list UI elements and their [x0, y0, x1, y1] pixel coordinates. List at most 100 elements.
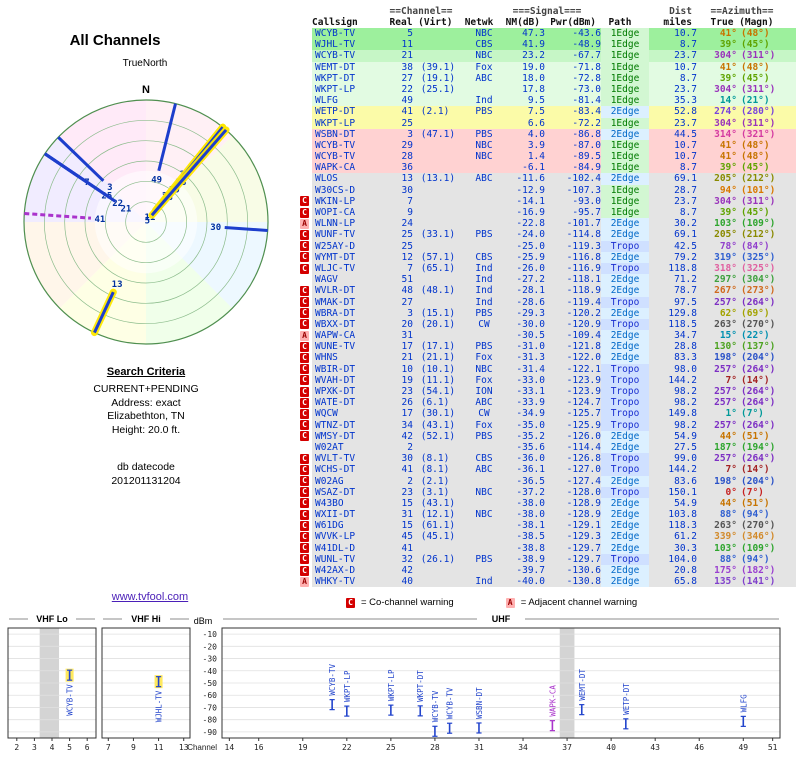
callsign-link[interactable]: W02AG [315, 475, 344, 487]
callsign-link[interactable]: WBXX-DT [315, 318, 356, 330]
callsign-link[interactable]: W61DG [315, 520, 344, 532]
table-row[interactable]: W30CS-D 30 -12.9 -107.3 1Edge 28.7 94° (101°) [300, 184, 796, 196]
table-row[interactable]: WAPK-CA 36 -6.1 -84.9 1Edge 8.7 39° (45°) [300, 162, 796, 174]
callsign-link[interactable]: WVAH-DT [315, 374, 356, 386]
callsign-link[interactable]: WVLR-DT [315, 285, 356, 297]
callsign-link[interactable]: WYMT-DT [315, 251, 356, 263]
table-row[interactable]: WETP-DT 41 (2.1) PBS 7.5 -83.4 2Edge 52.8 274° (… [300, 106, 796, 118]
callsign-link[interactable]: WJHL-TV [315, 39, 356, 51]
table-row[interactable]: C WMSY-DT 42 (52.1) PBS -35.2 -126.0 2Edge 54.9… [300, 430, 796, 442]
table-row[interactable]: A WLNN-LP 24 -22.8 -101.7 2Edge 30.2 103° (109°) [300, 218, 796, 230]
table-row[interactable]: C WBRA-DT 3 (15.1) PBS -29.3 -120.2 2Edge 129.8… [300, 307, 796, 319]
table-row[interactable]: C WBXX-DT 20 (20.1) CW -30.0 -120.9 Tropo 118.5… [300, 318, 796, 331]
callsign-link[interactable]: W41DL-D [315, 542, 356, 554]
table-row[interactable]: C WMAK-DT 27 Ind -28.6 -119.4 Tropo 97.5 257° (26… [300, 296, 796, 308]
table-row[interactable]: A WAPW-CA 31 -30.5 -109.4 2Edge 34.7 15° (22°) [300, 330, 796, 342]
table-row[interactable]: C WSAZ-DT 23 (3.1) NBC -37.2 -128.0 Tropo 150.1… [300, 486, 796, 498]
callsign-link[interactable]: WBIR-DT [315, 363, 356, 375]
table-row[interactable]: C WTNZ-DT 34 (43.1) Fox -35.0 -125.9 Tropo 98.2… [300, 419, 796, 431]
table-row[interactable]: C WUNL-TV 32 (26.1) PBS -38.9 -129.7 Tropo 104.… [300, 553, 796, 566]
callsign-link[interactable]: WUNF-TV [315, 229, 356, 241]
table-row[interactable]: C WPXK-DT 23 (54.1) ION -33.1 -123.9 Tropo 98.2… [300, 386, 796, 398]
table-row[interactable]: C W41DL-D 41 -38.8 -129.7 2Edge 30.3 103° (109°) [300, 542, 796, 554]
callsign-link[interactable]: WLNN-LP [315, 218, 356, 230]
callsign-link[interactable]: WMSY-DT [315, 430, 356, 442]
callsign-link[interactable]: WHKY-TV [315, 576, 356, 588]
table-row[interactable]: A WHKY-TV 40 Ind -40.0 -130.8 2Edge 65.8 135° (14… [300, 576, 796, 588]
callsign-link[interactable]: WTNZ-DT [315, 419, 356, 431]
callsign-link[interactable]: WOPI-CA [315, 207, 356, 218]
table-row[interactable]: C WYMT-DT 12 (57.1) CBS -25.9 -116.8 2Edge 79.2… [300, 251, 796, 263]
table-row[interactable]: C W43BO 15 (43.1) -38.0 -128.9 2Edge 54.9 44° (5… [300, 497, 796, 510]
callsign-link[interactable]: WAGV [315, 274, 338, 286]
table-row[interactable]: C WVVK-LP 45 (45.1) -38.5 -129.3 2Edge 61.2 339… [300, 531, 796, 543]
table-row[interactable]: C WVLR-DT 48 (48.1) Ind -28.1 -118.9 2Edge 78.7… [300, 285, 796, 297]
callsign-link[interactable]: WAPW-CA [315, 330, 356, 342]
callsign-link[interactable]: WVVK-LP [315, 531, 356, 543]
callsign-link[interactable]: W43BO [315, 497, 344, 509]
callsign-link[interactable]: WSBN-DT [315, 128, 356, 140]
callsign-link[interactable]: WMAK-DT [315, 296, 356, 308]
callsign-link[interactable]: WCYB-TV [315, 50, 356, 62]
table-row[interactable]: WKPT-LP 25 6.6 -72.2 1Edge 23.7 304° (311°) [300, 117, 796, 129]
table-row[interactable]: C WVLT-TV 30 (8.1) CBS -36.0 -126.8 Tropo 99.0 2… [300, 453, 796, 465]
table-row[interactable]: C WVAH-DT 19 (11.1) Fox -33.0 -123.9 Tropo 144.… [300, 374, 796, 387]
table-row[interactable]: WJHL-TV 11 CBS 41.9 -48.9 1Edge 8.7 39° (45°) [300, 39, 796, 51]
callsign-link[interactable]: WCYB-TV [315, 139, 356, 151]
callsign-link[interactable]: WXII-DT [315, 509, 356, 521]
callsign-link[interactable]: WKIN-LP [315, 195, 356, 207]
table-row[interactable]: WLOS 13 (13.1) ABC -11.6 -102.4 2Edge 69.1 205°… [300, 173, 796, 185]
callsign-link[interactable]: WHNS [315, 352, 338, 364]
table-row[interactable]: C WOPI-CA 9 -16.9 -95.7 1Edge 8.7 39° (45°) [300, 207, 796, 219]
table-row[interactable]: C WUNE-TV 17 (17.1) PBS -31.0 -121.8 2Edge 28.8… [300, 341, 796, 353]
table-row[interactable]: WCYB-TV 29 NBC 3.9 -87.0 1Edge 10.7 41° (48°) [300, 139, 796, 152]
table-row[interactable]: C WCHS-DT 41 (8.1) ABC -36.1 -127.0 Tropo 144.2… [300, 464, 796, 476]
callsign-link[interactable]: WLFG [315, 95, 338, 107]
table-row[interactable]: WCYB-TV 28 NBC 1.4 -89.5 1Edge 10.7 41° (48°) [300, 151, 796, 163]
callsign-link[interactable]: WCYB-TV [315, 28, 356, 39]
table-row[interactable]: WEMT-DT 38 (39.1) Fox 19.0 -71.8 1Edge 10.7 41°… [300, 61, 796, 73]
callsign-link[interactable]: WCYB-TV [315, 151, 356, 163]
table-row[interactable]: WCYB-TV 5 NBC 47.3 -43.6 1Edge 10.7 41° (48°) [300, 28, 796, 40]
table-row[interactable]: C W61DG 15 (61.1) -38.1 -129.1 2Edge 118.3 263°… [300, 520, 796, 532]
table-row[interactable]: C WHNS 21 (21.1) Fox -31.3 -122.0 2Edge 83.3 198… [300, 352, 796, 364]
callsign-link[interactable]: WETP-DT [315, 106, 356, 118]
callsign-link[interactable]: W02AT [315, 441, 344, 453]
callsign-link[interactable]: WUNL-TV [315, 553, 356, 565]
table-row[interactable]: C WKIN-LP 7 -14.1 -93.0 1Edge 23.7 304° (311°) [300, 195, 796, 208]
table-row[interactable]: WKPT-DT 27 (19.1) ABC 18.0 -72.8 1Edge 8.7 39° (… [300, 72, 796, 84]
table-row[interactable]: C WQCW 17 (30.1) CW -34.9 -125.7 Tropo 149.8 1° (… [300, 408, 796, 420]
table-row[interactable]: C WATE-DT 26 (6.1) ABC -33.9 -124.7 Tropo 98.2 2… [300, 397, 796, 409]
table-row[interactable]: C WBIR-DT 10 (10.1) NBC -31.4 -122.1 Tropo 98.0… [300, 363, 796, 375]
table-row[interactable]: C W42AX-D 42 -39.7 -130.6 2Edge 20.8 175° (182°) [300, 565, 796, 577]
callsign-link[interactable]: WUNE-TV [315, 341, 356, 353]
callsign-link[interactable]: W25AY-D [315, 240, 356, 252]
callsign-link[interactable]: WVLT-TV [315, 453, 356, 465]
callsign-link[interactable]: WLOS [315, 173, 338, 185]
table-row[interactable]: C WLJC-TV 7 (65.1) Ind -26.0 -116.9 Tropo 118.8… [300, 262, 796, 275]
table-row[interactable]: C W25AY-D 25 -25.0 -119.3 Tropo 42.5 78° (84°) [300, 240, 796, 252]
table-row[interactable]: W02AT 2 -35.6 -114.4 2Edge 27.5 187° (194°) [300, 441, 796, 454]
table-row[interactable]: WAGV 51 Ind -27.2 -118.1 2Edge 71.2 297° (304°) [300, 274, 796, 286]
table-row[interactable]: C WUNF-TV 25 (33.1) PBS -24.0 -114.8 2Edge 69.1… [300, 229, 796, 241]
callsign-link[interactable]: WSAZ-DT [315, 486, 356, 498]
callsign-link[interactable]: WKPT-LP [315, 117, 356, 129]
callsign-link[interactable]: W30CS-D [315, 184, 356, 196]
table-row[interactable]: WCYB-TV 21 NBC 23.2 -67.7 1Edge 23.7 304° (311°) [300, 50, 796, 62]
table-row[interactable]: C W02AG 2 (2.1) -36.5 -127.4 2Edge 83.6 198° (20… [300, 475, 796, 487]
table-row[interactable]: C WXII-DT 31 (12.1) NBC -38.0 -128.9 2Edge 103.… [300, 509, 796, 521]
callsign-link[interactable]: WCHS-DT [315, 464, 356, 476]
callsign-link[interactable]: WKPT-LP [315, 83, 356, 95]
callsign-link[interactable]: WEMT-DT [315, 61, 356, 73]
callsign-link[interactable]: W42AX-D [315, 565, 356, 576]
callsign-link[interactable]: WKPT-DT [315, 72, 356, 84]
table-row[interactable]: WKPT-LP 22 (25.1) 17.8 -73.0 1Edge 23.7 304° (3… [300, 83, 796, 96]
callsign-link[interactable]: WPXK-DT [315, 386, 356, 397]
callsign-link[interactable]: WAPK-CA [315, 162, 356, 174]
table-row[interactable]: WLFG 49 Ind 9.5 -81.4 1Edge 35.3 14° (21°) [300, 95, 796, 107]
callsign-link[interactable]: WLJC-TV [315, 262, 356, 274]
callsign-link[interactable]: WQCW [315, 408, 338, 420]
table-row[interactable]: WSBN-DT 3 (47.1) PBS 4.0 -86.8 2Edge 44.5 314° (… [300, 128, 796, 140]
callsign-link[interactable]: WBRA-DT [315, 307, 356, 319]
callsign-link[interactable]: WATE-DT [315, 397, 356, 409]
